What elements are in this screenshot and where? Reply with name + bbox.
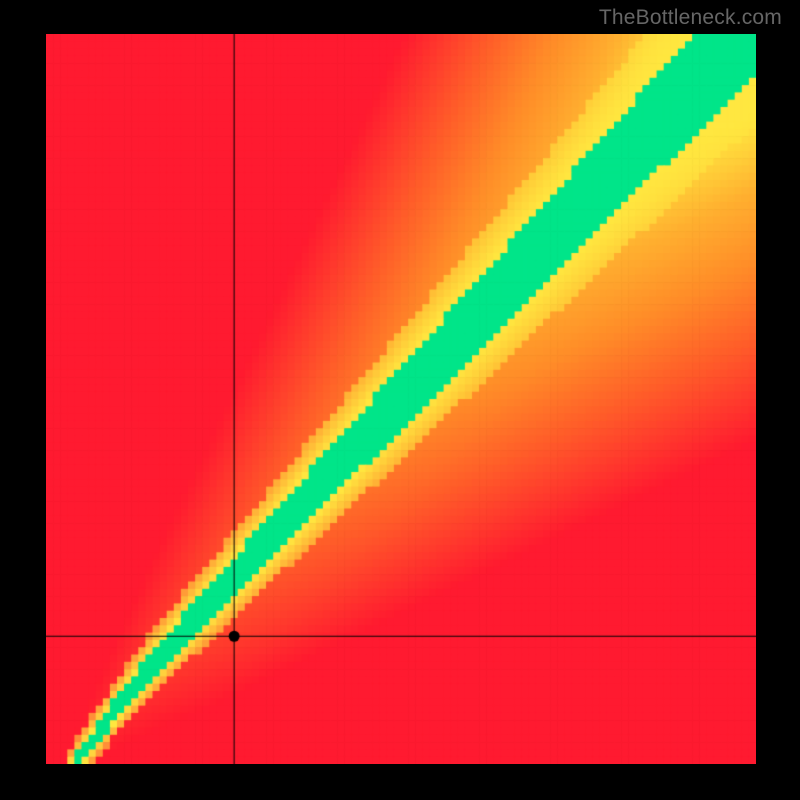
chart-container: { "attribution": { "text": "TheBottlenec…: [0, 0, 800, 800]
bottleneck-heatmap: [46, 34, 756, 764]
attribution-text: TheBottleneck.com: [599, 6, 782, 30]
